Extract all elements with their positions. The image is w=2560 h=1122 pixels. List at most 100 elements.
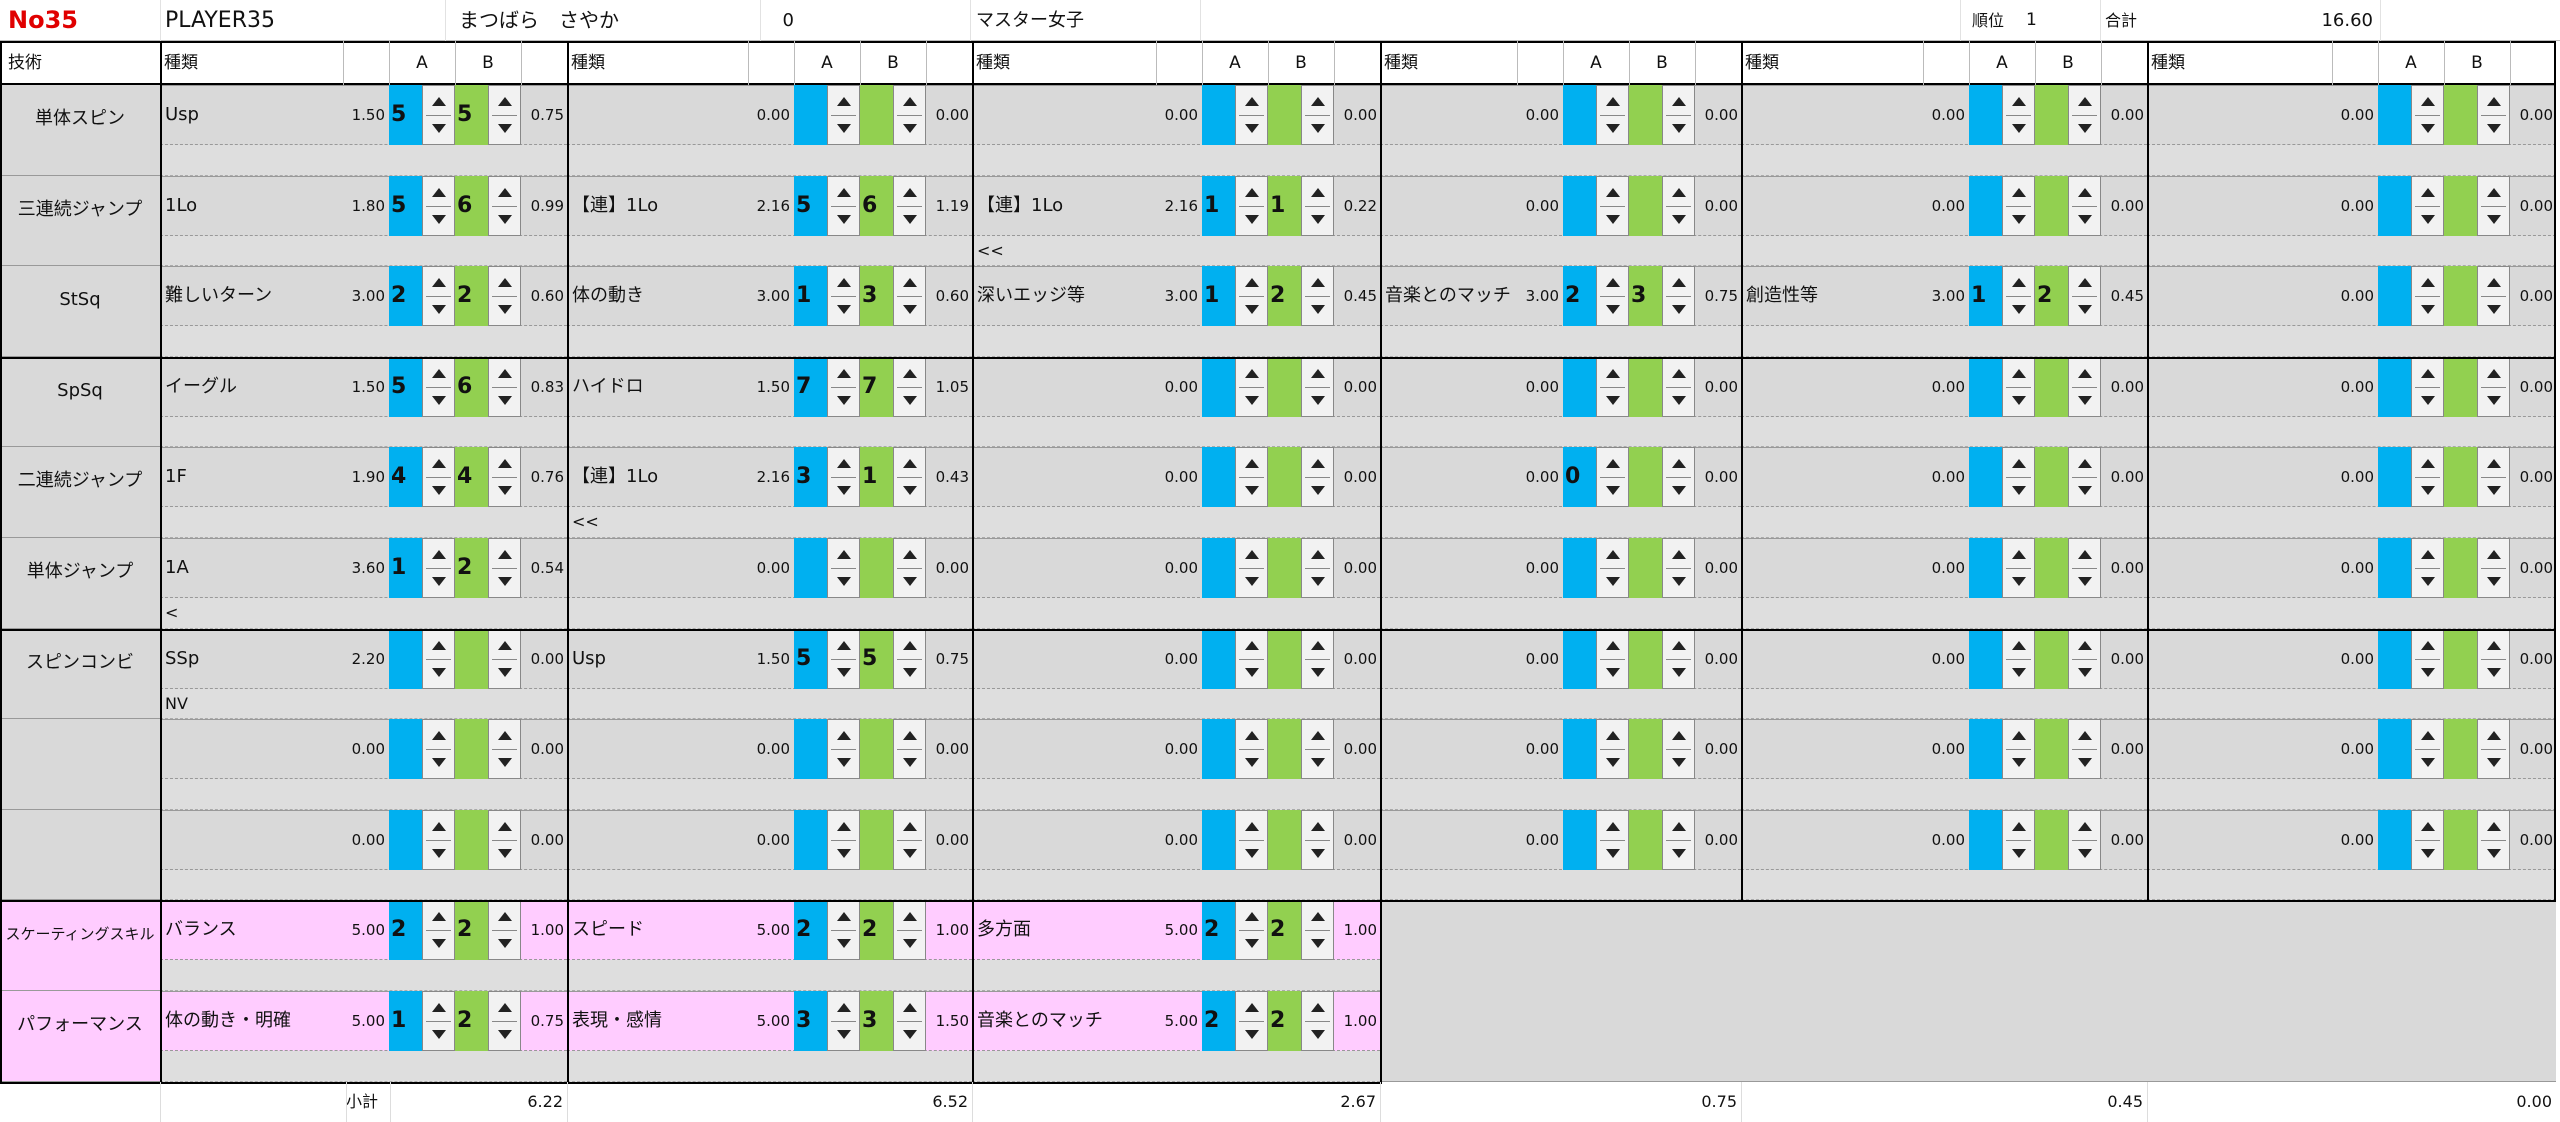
spinner[interactable] [1235,538,1268,598]
spinner[interactable] [1662,356,1695,417]
spinner[interactable] [1662,719,1695,780]
spinner[interactable] [2002,85,2035,145]
spinner[interactable] [488,85,521,145]
spinner[interactable] [827,538,860,598]
spinner[interactable] [2068,85,2101,145]
spinner[interactable] [2411,538,2444,598]
spinner[interactable] [488,356,521,417]
spinner[interactable] [422,628,455,689]
spinner[interactable] [893,991,926,1051]
spinner[interactable] [1662,175,1695,236]
spinner[interactable] [1301,991,1334,1051]
spinner[interactable] [1235,628,1268,689]
spinner[interactable] [827,85,860,145]
spinner[interactable] [2477,538,2510,598]
spinner[interactable] [827,809,860,870]
spinner[interactable] [2002,628,2035,689]
spinner[interactable] [1235,356,1268,417]
spinner[interactable] [422,356,455,417]
spinner[interactable] [1596,447,1629,508]
spinner[interactable] [2477,628,2510,689]
spinner[interactable] [2068,628,2101,689]
spinner[interactable] [827,719,860,780]
spinner[interactable] [422,991,455,1051]
spinner[interactable] [1235,266,1268,327]
spinner[interactable] [893,447,926,508]
spinner[interactable] [827,447,860,508]
spinner[interactable] [488,266,521,327]
spinner[interactable] [827,266,860,327]
spinner[interactable] [893,900,926,961]
spinner[interactable] [488,447,521,508]
spinner[interactable] [2411,628,2444,689]
spinner[interactable] [2411,175,2444,236]
spinner[interactable] [2411,719,2444,780]
spinner[interactable] [2477,356,2510,417]
spinner[interactable] [1301,809,1334,870]
spinner[interactable] [1662,447,1695,508]
spinner[interactable] [893,175,926,236]
spinner[interactable] [1596,719,1629,780]
spinner[interactable] [1235,175,1268,236]
spinner[interactable] [827,356,860,417]
spinner[interactable] [422,809,455,870]
spinner[interactable] [2002,719,2035,780]
spinner[interactable] [1235,991,1268,1051]
spinner[interactable] [2411,447,2444,508]
spinner[interactable] [1596,85,1629,145]
spinner[interactable] [488,628,521,689]
spinner[interactable] [488,538,521,598]
spinner[interactable] [2477,809,2510,870]
spinner[interactable] [2411,85,2444,145]
spinner[interactable] [2002,266,2035,327]
spinner[interactable] [827,991,860,1051]
spinner[interactable] [488,991,521,1051]
spinner[interactable] [1301,538,1334,598]
spinner[interactable] [1301,266,1334,327]
spinner[interactable] [1596,356,1629,417]
spinner[interactable] [2411,356,2444,417]
spinner[interactable] [2002,538,2035,598]
spinner[interactable] [422,447,455,508]
spinner[interactable] [1235,900,1268,961]
spinner[interactable] [2068,719,2101,780]
spinner[interactable] [488,809,521,870]
spinner[interactable] [2411,266,2444,327]
spinner[interactable] [827,175,860,236]
spinner[interactable] [1596,266,1629,327]
spinner[interactable] [1662,266,1695,327]
spinner[interactable] [893,356,926,417]
spinner[interactable] [893,628,926,689]
spinner[interactable] [422,175,455,236]
spinner[interactable] [827,628,860,689]
spinner[interactable] [893,85,926,145]
spinner[interactable] [2411,809,2444,870]
spinner[interactable] [2477,85,2510,145]
spinner[interactable] [1235,809,1268,870]
spinner[interactable] [1662,628,1695,689]
spinner[interactable] [1301,356,1334,417]
spinner[interactable] [2002,175,2035,236]
spinner[interactable] [488,719,521,780]
spinner[interactable] [893,266,926,327]
spinner[interactable] [1596,175,1629,236]
spinner[interactable] [1301,900,1334,961]
spinner[interactable] [2002,356,2035,417]
spinner[interactable] [1235,719,1268,780]
spinner[interactable] [827,900,860,961]
spinner[interactable] [1235,447,1268,508]
spinner[interactable] [2477,719,2510,780]
spinner[interactable] [893,719,926,780]
spinner[interactable] [1662,538,1695,598]
spinner[interactable] [2068,356,2101,417]
spinner[interactable] [2068,538,2101,598]
spinner[interactable] [2477,266,2510,327]
spinner[interactable] [1301,447,1334,508]
spinner[interactable] [1301,719,1334,780]
spinner[interactable] [422,900,455,961]
spinner[interactable] [1662,85,1695,145]
spinner[interactable] [1301,175,1334,236]
spinner[interactable] [1235,85,1268,145]
spinner[interactable] [2068,266,2101,327]
spinner[interactable] [2477,447,2510,508]
